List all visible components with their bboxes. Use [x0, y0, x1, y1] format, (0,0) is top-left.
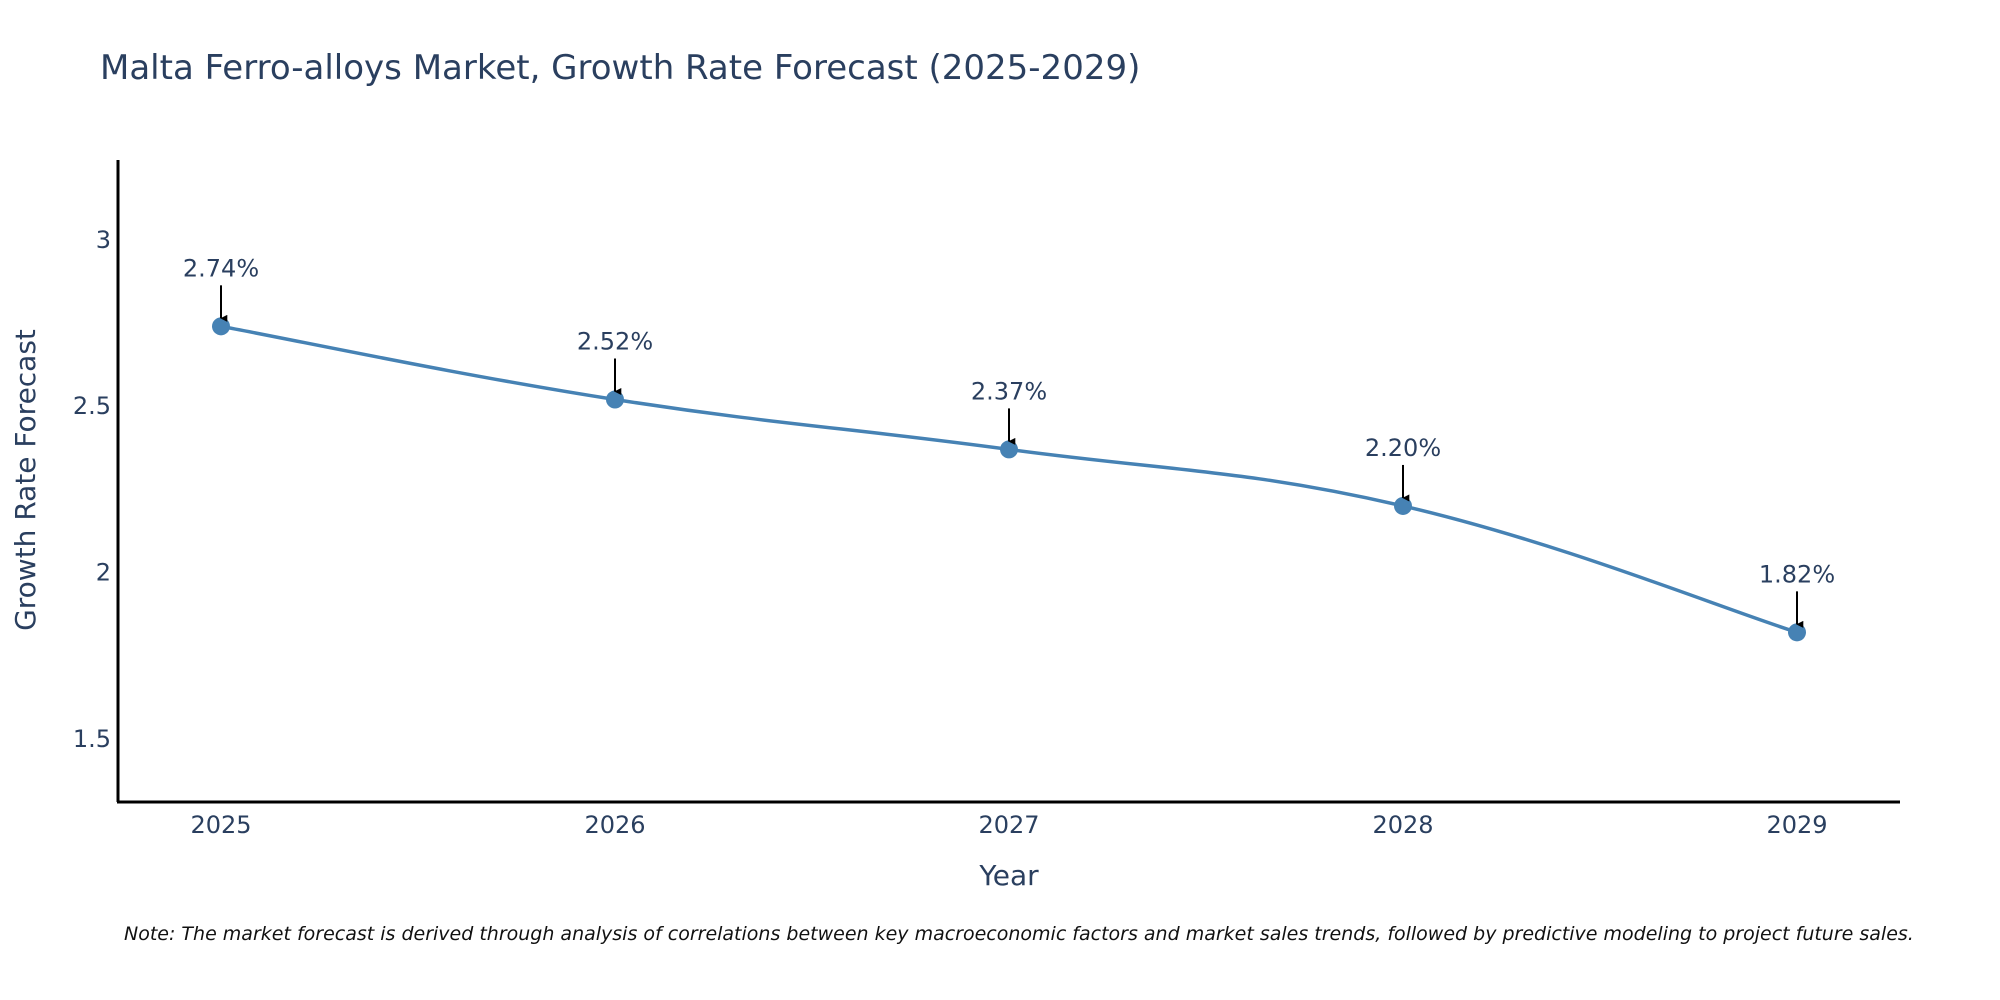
x-axis-title: Year: [978, 859, 1039, 892]
data-point: [1788, 623, 1806, 642]
data-label: 2.52%: [577, 328, 653, 356]
x-tick-label: 2027: [978, 811, 1039, 839]
data-label: 1.82%: [1759, 560, 1835, 588]
y-tick-label: 2.5: [73, 392, 111, 420]
forecast-note: Note: The market forecast is derived thr…: [124, 923, 1914, 945]
x-tick-label: 2028: [1372, 811, 1433, 839]
data-annotations: 2.74% 2.52% 2.37% 2.20% 1.82%: [183, 254, 1835, 628]
x-tick-label: 2029: [1766, 811, 1827, 839]
y-tick-label: 2: [96, 558, 111, 586]
y-tick-label: 3: [96, 226, 111, 254]
plot-area: 1.5 2 2.5 3 2025 2026 2027 2028 2029 2.74% 2.52%…: [73, 160, 1900, 839]
y-axis-ticks: 1.5 2 2.5 3: [73, 226, 111, 753]
series-line: [220, 324, 1798, 635]
data-label: 2.37%: [971, 377, 1047, 405]
chart-title: Malta Ferro-alloys Market, Growth Rate F…: [100, 48, 1140, 88]
data-label: 2.74%: [183, 254, 259, 282]
data-label: 2.20%: [1365, 434, 1441, 462]
y-tick-label: 1.5: [73, 725, 111, 753]
data-point: [1000, 440, 1018, 459]
x-tick-label: 2026: [584, 811, 645, 839]
x-tick-label: 2025: [190, 811, 251, 839]
x-axis-ticks: 2025 2026 2027 2028 2029: [190, 811, 1827, 839]
data-points: [212, 317, 1806, 642]
data-point: [606, 390, 624, 409]
data-point: [212, 317, 230, 336]
y-axis-title: Growth Rate Forecast: [9, 329, 42, 631]
data-point: [1394, 496, 1412, 515]
